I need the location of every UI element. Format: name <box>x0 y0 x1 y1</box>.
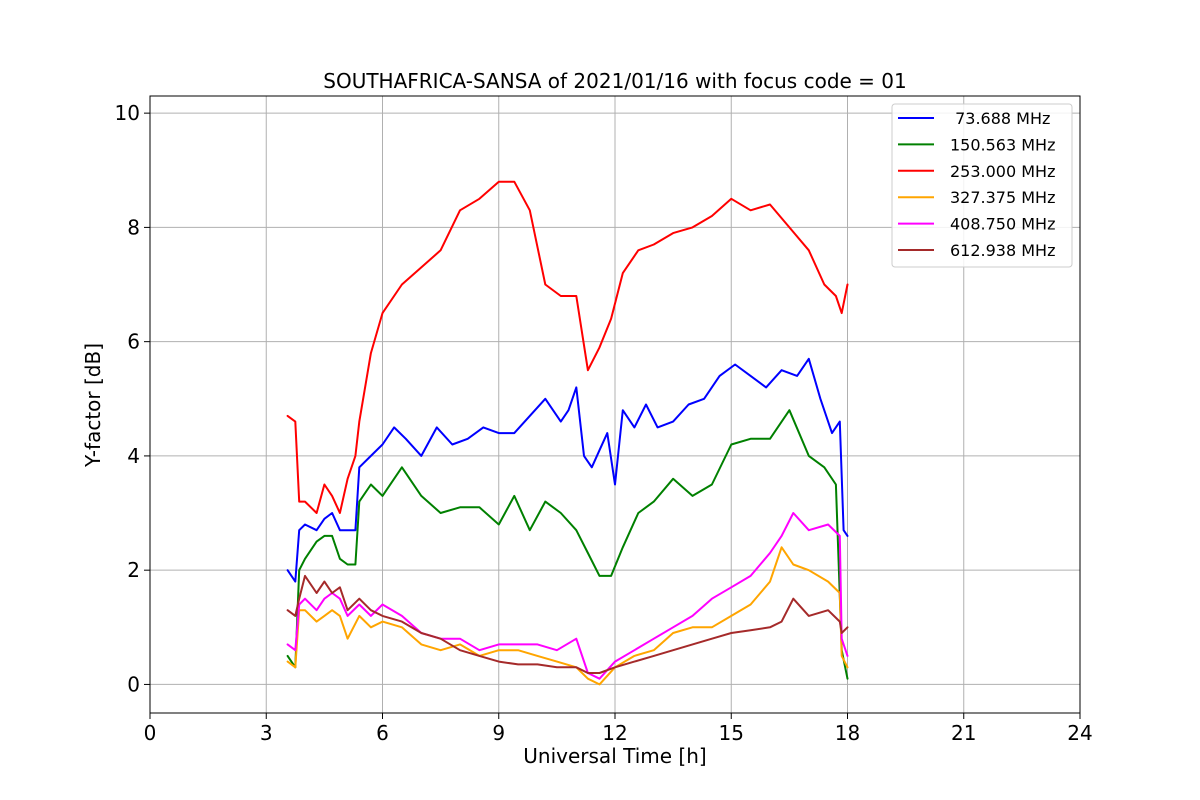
y-tick-label: 10 <box>115 101 140 125</box>
x-tick-label: 21 <box>951 721 976 745</box>
y-axis-label: Y-factor [dB] <box>81 343 105 468</box>
series-line-2 <box>286 180 849 514</box>
legend-label-0: 73.688 MHz <box>950 109 1050 128</box>
y-tick-label: 2 <box>127 558 140 582</box>
y-tick-label: 8 <box>127 215 140 239</box>
x-axis-label: Universal Time [h] <box>523 744 706 768</box>
legend-label-1: 150.563 MHz <box>950 135 1055 154</box>
x-tick-label: 24 <box>1067 721 1092 745</box>
chart-title: SOUTHAFRICA-SANSA of 2021/01/16 with foc… <box>323 69 907 93</box>
legend-label-5: 612.938 MHz <box>950 241 1055 260</box>
x-tick-label: 9 <box>492 721 505 745</box>
x-tick-label: 12 <box>602 721 627 745</box>
legend-label-2: 253.000 MHz <box>950 162 1055 181</box>
legend-label-4: 408.750 MHz <box>950 215 1055 234</box>
x-axis-ticks: 0 3 6 9 12 15 18 21 24 <box>144 713 1093 745</box>
x-tick-label: 6 <box>376 721 389 745</box>
y-tick-label: 4 <box>127 444 140 468</box>
series-line-3 <box>286 546 849 686</box>
legend-box <box>891 103 1073 268</box>
series-line-5 <box>286 574 849 674</box>
series-lines <box>286 180 849 686</box>
x-tick-label: 0 <box>144 721 157 745</box>
x-tick-label: 15 <box>719 721 744 745</box>
legend-label-3: 327.375 MHz <box>950 188 1055 207</box>
legend: 73.688 MHz 150.563 MHz 253.000 MHz 327.375 … <box>891 103 1073 268</box>
series-line-1 <box>286 409 849 680</box>
y-axis-ticks: 0 2 4 6 8 10 <box>115 101 150 696</box>
y-tick-label: 6 <box>127 330 140 354</box>
series-line-4 <box>286 512 849 680</box>
x-tick-label: 3 <box>260 721 273 745</box>
y-tick-label: 0 <box>127 672 140 696</box>
x-tick-label: 18 <box>835 721 860 745</box>
series-line-0 <box>286 357 849 583</box>
